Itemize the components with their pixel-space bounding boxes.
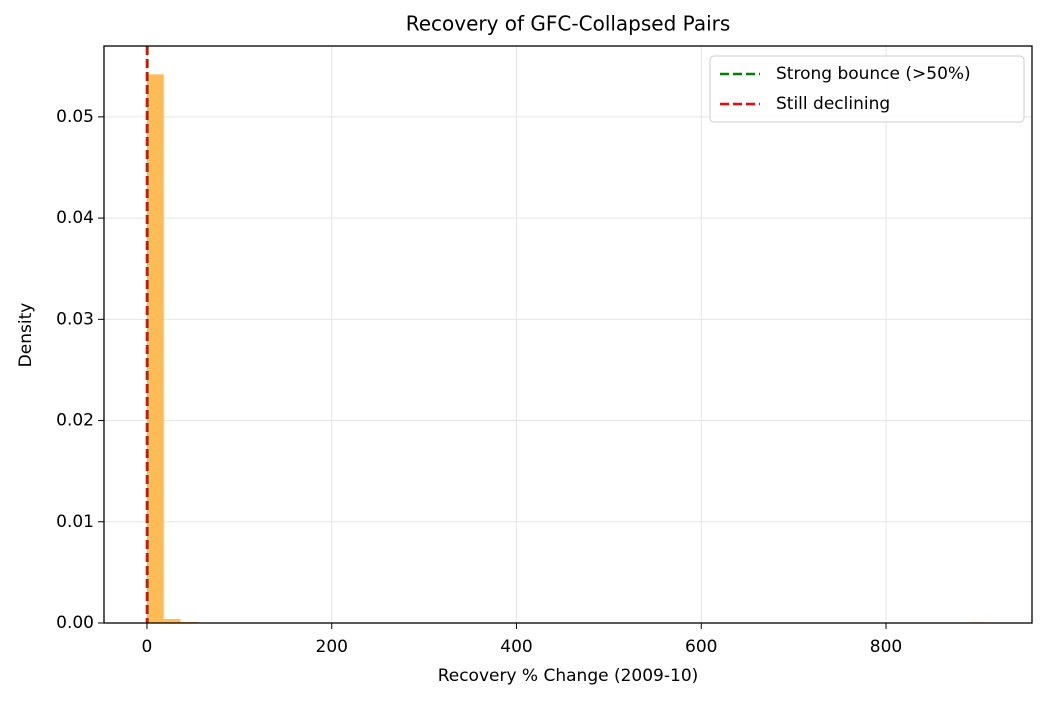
x-tick-label: 200 [316, 637, 348, 657]
chart-title: Recovery of GFC-Collapsed Pairs [406, 12, 731, 36]
x-tick-label: 0 [142, 637, 153, 657]
plot-frame [103, 45, 1033, 624]
y-tick-label: 0.04 [56, 208, 94, 228]
y-tick-label: 0.02 [56, 411, 94, 431]
legend-label: Strong bounce (>50%) [776, 64, 971, 84]
legend-box [709, 55, 1025, 123]
y-tick-label: 0.05 [56, 107, 94, 127]
x-tick-label: 800 [870, 637, 902, 657]
x-tick-label: 400 [500, 637, 532, 657]
legend-label: Still declining [776, 94, 890, 114]
y-tick-label: 0.01 [56, 512, 94, 532]
x-tick-label: 600 [685, 637, 717, 657]
x-axis-label: Recovery % Change (2009-10) [438, 666, 699, 686]
y-axis-label: Density [16, 303, 36, 368]
bar [146, 74, 164, 623]
y-tick-label: 0.03 [56, 309, 94, 329]
bar [163, 618, 181, 623]
y-tick-label: 0.00 [56, 613, 94, 633]
